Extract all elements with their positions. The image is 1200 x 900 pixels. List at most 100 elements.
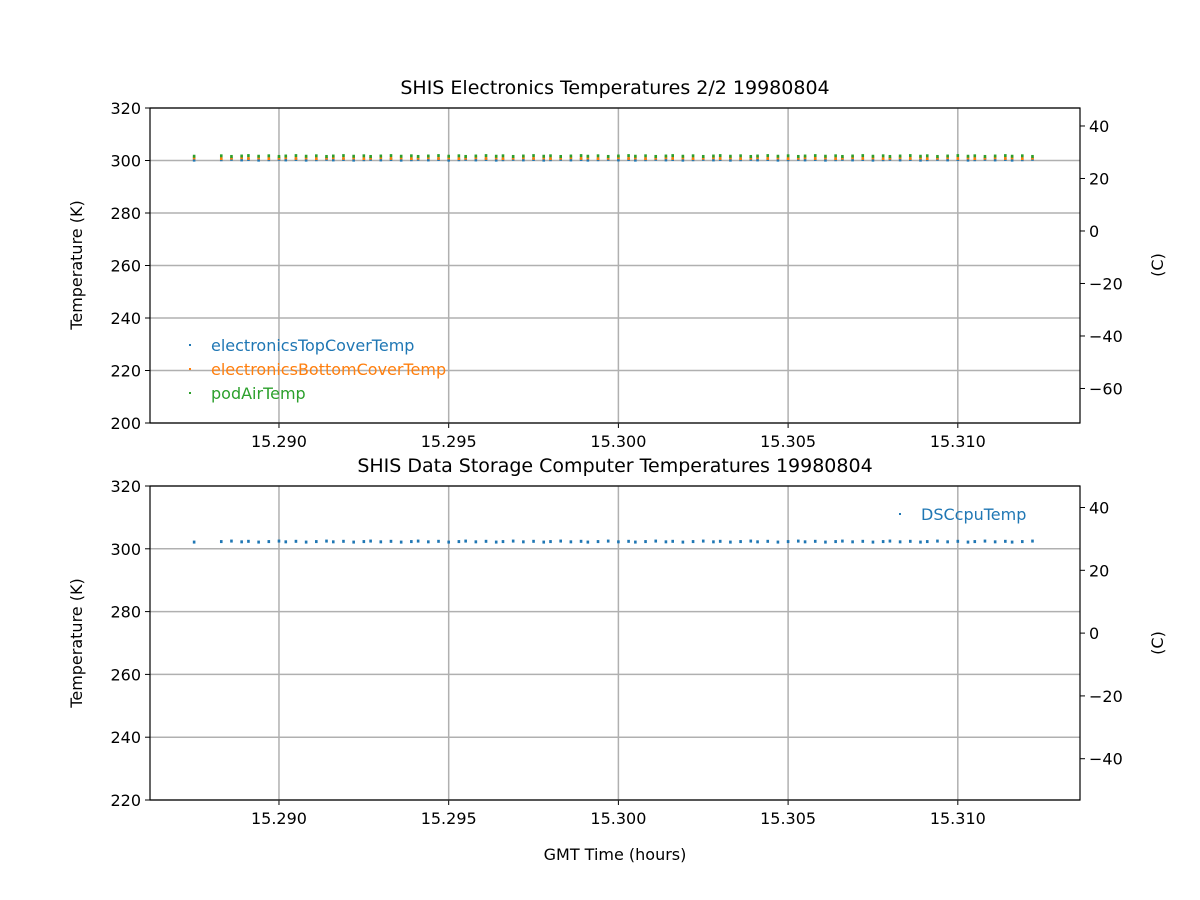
data-point-podAirTemp [1020,154,1024,158]
data-point-DSCcpuTemp [834,540,837,544]
data-point-DSCcpuTemp [871,540,875,544]
data-point-electronicsBottomCoverTemp [1004,156,1007,160]
legend-label: electronicsBottomCoverTemp [211,360,446,379]
bottom-y2-axis-label: (C) [1148,631,1167,655]
data-point-electronicsTopCoverTemp [851,158,854,162]
data-point-podAirTemp [654,154,658,158]
data-point-DSCcpuTemp [230,539,233,543]
data-point-podAirTemp [776,154,780,158]
data-point-electronicsBottomCoverTemp [712,156,715,160]
data-point-DSCcpuTemp [803,540,807,544]
data-point-podAirTemp [681,154,685,158]
data-point-electronicsBottomCoverTemp [654,156,658,160]
data-point-electronicsTopCoverTemp [712,158,715,162]
data-point-DSCcpuTemp [851,540,854,544]
data-point-DSCcpuTemp [342,539,345,543]
y2-tick-label: 0 [1089,222,1099,241]
data-point-DSCcpuTemp [284,540,288,544]
bottom-axes: 15.290 15.295 15.300 15.305 15.310 220 240 260 2… [110,477,1122,828]
data-point-electronicsTopCoverTemp [284,158,288,162]
data-point-DSCcpuTemp [966,540,970,544]
data-point-electronicsTopCoverTemp [898,158,902,162]
data-point-electronicsBottomCoverTemp [786,157,790,161]
data-point-podAirTemp [240,154,243,158]
data-point-electronicsBottomCoverTemp [664,156,668,160]
x-tick-label: 15.300 [590,809,646,828]
y-tick-label: 320 [110,477,141,496]
data-point-electronicsBottomCoverTemp [294,156,298,160]
data-point-DSCcpuTemp [654,539,658,543]
data-point-electronicsBottomCoverTemp [379,156,383,160]
legend-label: podAirTemp [211,384,306,403]
data-point-DSCcpuTemp [579,539,583,543]
data-point-podAirTemp [230,154,233,158]
data-point-podAirTemp [766,154,770,158]
data-point-DSCcpuTemp [549,540,552,544]
data-point-electronicsBottomCoverTemp [569,156,573,160]
axes-frame [149,485,1081,801]
data-point-DSCcpuTemp [362,540,366,544]
y-tick-label: 280 [110,204,141,223]
data-point-DSCcpuTemp [701,539,705,543]
x-tick-label: 15.310 [930,432,986,451]
data-point-podAirTemp [304,154,308,158]
data-point-DSCcpuTemp [379,540,383,544]
data-point-podAirTemp [983,154,987,158]
data-point-electronicsBottomCoverTemp [983,156,987,160]
data-point-electronicsBottomCoverTemp [247,156,250,160]
y2-tick-label: −40 [1089,750,1123,769]
data-point-electronicsTopCoverTemp [729,158,732,162]
y-tick-label: 240 [110,309,141,328]
data-point-DSCcpuTemp [993,540,997,544]
data-point-electronicsBottomCoverTemp [888,156,892,160]
data-point-DSCcpuTemp [634,540,637,544]
data-point-DSCcpuTemp [257,540,260,544]
x-tick-label: 15.300 [590,432,646,451]
data-point-DSCcpuTemp [325,539,328,543]
data-point-DSCcpuTemp [416,539,420,543]
data-point-DSCcpuTemp [240,540,243,544]
y2-tick-label: 20 [1089,169,1109,188]
data-point-electronicsBottomCoverTemp [861,156,865,160]
data-point-DSCcpuTemp [946,540,949,544]
data-point-podAirTemp [294,154,298,158]
data-point-DSCcpuTemp [219,540,223,544]
data-point-podAirTemp [315,154,318,158]
data-point-DSCcpuTemp [908,539,912,543]
data-point-electronicsBottomCoverTemp [701,156,705,160]
data-point-DSCcpuTemp [267,540,271,544]
data-point-electronicsBottomCoverTemp [634,156,637,160]
data-point-DSCcpuTemp [796,539,800,543]
data-point-podAirTemp [824,154,827,158]
data-point-podAirTemp [369,154,372,158]
data-point-electronicsBottomCoverTemp [362,157,366,161]
y-tick-label: 240 [110,728,141,747]
data-point-podAirTemp [919,154,922,158]
data-point-DSCcpuTemp [627,539,630,543]
data-point-podAirTemp [511,154,515,158]
data-point-DSCcpuTemp [861,539,865,543]
data-point-podAirTemp [427,154,430,158]
data-point-podAirTemp [399,154,403,158]
data-point-DSCcpuTemp [973,540,977,544]
data-point-podAirTemp [331,154,335,158]
data-point-electronicsTopCoverTemp [776,158,780,162]
data-point-podAirTemp [664,154,668,158]
data-point-electronicsBottomCoverTemp [919,156,922,160]
data-point-podAirTemp [494,154,498,158]
data-point-electronicsBottomCoverTemp [796,156,800,160]
top-chart-title: SHIS Electronics Temperatures 2/2 199808… [400,77,829,99]
data-point-electronicsBottomCoverTemp [925,157,929,161]
data-point-electronicsBottomCoverTemp [803,156,807,160]
data-point-podAirTemp [1004,154,1007,158]
data-point-electronicsBottomCoverTemp [511,156,515,160]
legend-marker [189,368,191,370]
data-point-electronicsTopCoverTemp [871,158,875,162]
data-point-DSCcpuTemp [559,539,562,543]
data-point-electronicsTopCoverTemp [379,158,383,162]
data-point-DSCcpuTemp [532,539,535,543]
data-point-electronicsBottomCoverTemp [606,156,610,160]
data-point-DSCcpuTemp [331,540,335,544]
data-point-electronicsBottomCoverTemp [881,157,885,161]
